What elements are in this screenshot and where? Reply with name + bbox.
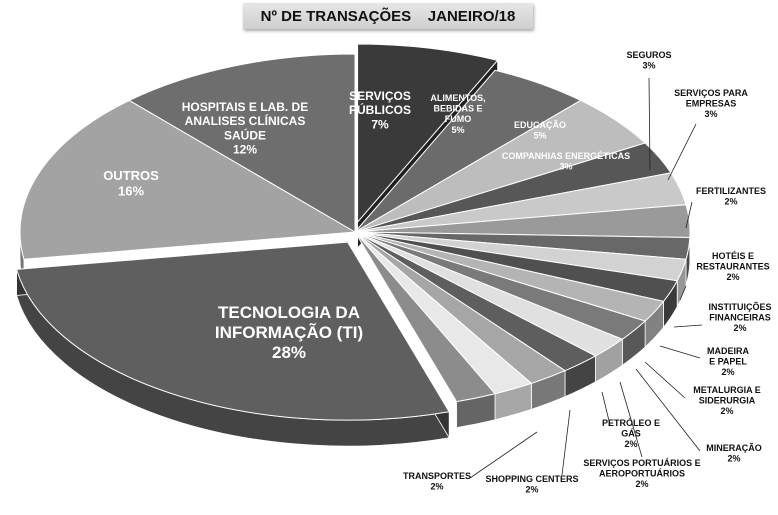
slice-value-madeira-e-papel: 2% xyxy=(721,367,734,377)
leader-line-madeira-e-papel xyxy=(659,345,701,359)
chart-title: Nº DE TRANSAÇÕES JANEIRO/18 xyxy=(260,7,516,25)
slice-name-hoteis-e-restaurantes: HOTÉIS E RESTAURANTESHOTÉIS E RESTAURANTE… xyxy=(696,251,769,272)
slice-label-companhias-energeticas: COMPANHIAS ENERGÉTICASCOMPANHIAS ENERGÉT… xyxy=(502,151,630,172)
slice-name-outros: OUTROSOUTROS xyxy=(103,168,159,183)
pie-top-layer xyxy=(15,43,691,421)
slice-name-tecnologia-da-informacao-ti: TECNOLOGIA DA INFORMAÇÃO (TI)TECNOLOGIA … xyxy=(215,303,363,342)
slice-value-companhias-energeticas: 3% xyxy=(559,162,572,172)
slice-value-servicos-para-empresas: 3% xyxy=(704,109,717,119)
slice-name-mineracao: MINERAÇÃOMINERAÇÃO xyxy=(706,443,762,453)
slice-value-outros: 16% xyxy=(118,183,144,198)
slice-value-servicos-publicos: 7% xyxy=(371,117,389,131)
slice-name-instituicoes-financeiras: INSTITUIÇÕES FINANCEIRASINSTITUIÇÕES FINA… xyxy=(708,302,771,323)
slice-value-transportes: 2% xyxy=(430,482,443,492)
leader-line-servicos-portuarios-e-aeroportuarios xyxy=(619,381,643,458)
slice-name-alimentos-bebidas-e-fumo: ALIMENTOS, BEBIDAS E FUMOALIMENTOS, BEBID… xyxy=(430,93,485,124)
leader-line-petroleo-e-gas xyxy=(601,391,611,426)
slice-label-servicos-portuarios-e-aeroportuarios: SERVIÇOS PORTUÁRIOS E AEROPORTUÁRIOSSERV… xyxy=(583,381,701,489)
slice-label-metalurgia-e-siderurgia: METALURGIA E SIDERURGIAMETALURGIA E SIDER… xyxy=(644,361,761,416)
slice-label-transportes: TRANSPORTESTRANSPORTES2% xyxy=(403,431,538,492)
leader-line-hoteis-e-restaurantes xyxy=(679,285,687,301)
pie-slice-outros xyxy=(19,99,357,260)
slice-label-mineracao: MINERAÇÃOMINERAÇÃO2% xyxy=(635,368,762,464)
slice-value-tecnologia-da-informacao-ti: 28% xyxy=(272,343,306,362)
slice-name-servicos-publicos: SERVIÇOS PÚBLICOSSERVIÇOS PÚBLICOS xyxy=(349,89,411,117)
slice-name-madeira-e-papel: MADEIRA E PAPELMADEIRA E PAPEL xyxy=(707,346,749,367)
slice-name-servicos-portuarios-e-aeroportuarios: SERVIÇOS PORTUÁRIOS E AEROPORTUÁRIOSSERV… xyxy=(583,458,700,479)
slice-name-servicos-para-empresas: SERVIÇOS PARA EMPRESASSERVIÇOS PARA EMPRE… xyxy=(674,88,748,109)
slice-value-educacao: 5% xyxy=(533,131,546,141)
slice-name-hospitais-e-lab-de-analises-clinicas-saude: HOSPITAIS E LAB. DE ANALISES CLÍNICAS SA… xyxy=(182,100,308,142)
slice-label-servicos-para-empresas: SERVIÇOS PARA EMPRESASSERVIÇOS PARA EMPRE… xyxy=(667,88,748,181)
slice-name-metalurgia-e-siderurgia: METALURGIA E SIDERURGIAMETALURGIA E SIDER… xyxy=(693,385,761,406)
leader-line-servicos-para-empresas xyxy=(667,123,697,181)
leader-line-transportes xyxy=(469,431,538,479)
leader-line-shopping-centers xyxy=(561,409,571,476)
slice-value-alimentos-bebidas-e-fumo: 5% xyxy=(451,125,464,135)
pie-slice-servicos-publicos xyxy=(357,43,499,224)
slice-label-seguros: SEGUROSSEGUROS3% xyxy=(626,50,672,171)
slice-value-petroleo-e-gas: 2% xyxy=(624,439,637,449)
slice-name-transportes: TRANSPORTESTRANSPORTES xyxy=(403,471,471,481)
slice-label-fertilizantes: FERTILIZANTESFERTILIZANTES2% xyxy=(685,186,766,229)
slice-name-seguros: SEGUROSSEGUROS xyxy=(626,50,671,60)
leader-line-mineracao xyxy=(635,368,701,452)
slice-value-fertilizantes: 2% xyxy=(724,197,737,207)
slice-value-shopping-centers: 2% xyxy=(525,485,538,495)
slice-label-instituicoes-financeiras: INSTITUIÇÕES FINANCEIRASINSTITUIÇÕES FINA… xyxy=(673,302,772,333)
slice-value-servicos-portuarios-e-aeroportuarios: 2% xyxy=(635,479,648,489)
slice-name-educacao: EDUCAÇÃO EDUCAÇÃO xyxy=(514,120,566,130)
leader-line-instituicoes-financeiras xyxy=(673,324,703,328)
slice-value-hospitais-e-lab-de-analises-clinicas-saude: 12% xyxy=(233,142,257,156)
pie-slice-tecnologia-da-informacao-ti xyxy=(15,241,450,421)
chart-title-box: Nº DE TRANSAÇÕES JANEIRO/18 xyxy=(243,3,533,29)
leader-line-metalurgia-e-siderurgia xyxy=(644,361,686,399)
slice-name-fertilizantes: FERTILIZANTESFERTILIZANTES xyxy=(696,186,766,196)
slice-name-petroleo-e-gas: PETRÓLEO E GÁSPETRÓLEO E GÁS xyxy=(602,417,660,439)
slice-value-instituicoes-financeiras: 2% xyxy=(733,323,746,333)
slice-name-shopping-centers: SHOPPING CENTERSSHOPPING CENTERS xyxy=(485,474,578,484)
slice-label-tecnologia-da-informacao-ti: TECNOLOGIA DA INFORMAÇÃO (TI)TECNOLOGIA … xyxy=(215,303,363,362)
slice-label-alimentos-bebidas-e-fumo: ALIMENTOS, BEBIDAS E FUMOALIMENTOS, BEBID… xyxy=(430,93,485,135)
slice-value-metalurgia-e-siderurgia: 2% xyxy=(720,406,733,416)
pie-slice-hospitais-e-lab-de-analises-clinicas-saude xyxy=(128,53,356,233)
leader-line-seguros xyxy=(648,77,651,171)
slice-name-companhias-energeticas: COMPANHIAS ENERGÉTICASCOMPANHIAS ENERGÉT… xyxy=(502,151,630,161)
slice-value-hoteis-e-restaurantes: 2% xyxy=(726,272,739,282)
slice-label-hospitais-e-lab-de-analises-clinicas-saude: HOSPITAIS E LAB. DE ANALISES CLÍNICAS SA… xyxy=(182,100,308,156)
slice-label-outros: OUTROSOUTROS16% xyxy=(103,168,159,198)
slice-value-seguros: 3% xyxy=(642,61,655,71)
pie-slice-transportes xyxy=(354,231,496,403)
slice-label-hoteis-e-restaurantes: HOTÉIS E RESTAURANTESHOTÉIS E RESTAURANTE… xyxy=(679,251,770,301)
leader-line-fertilizantes xyxy=(685,201,693,229)
slice-value-mineracao: 2% xyxy=(727,454,740,464)
